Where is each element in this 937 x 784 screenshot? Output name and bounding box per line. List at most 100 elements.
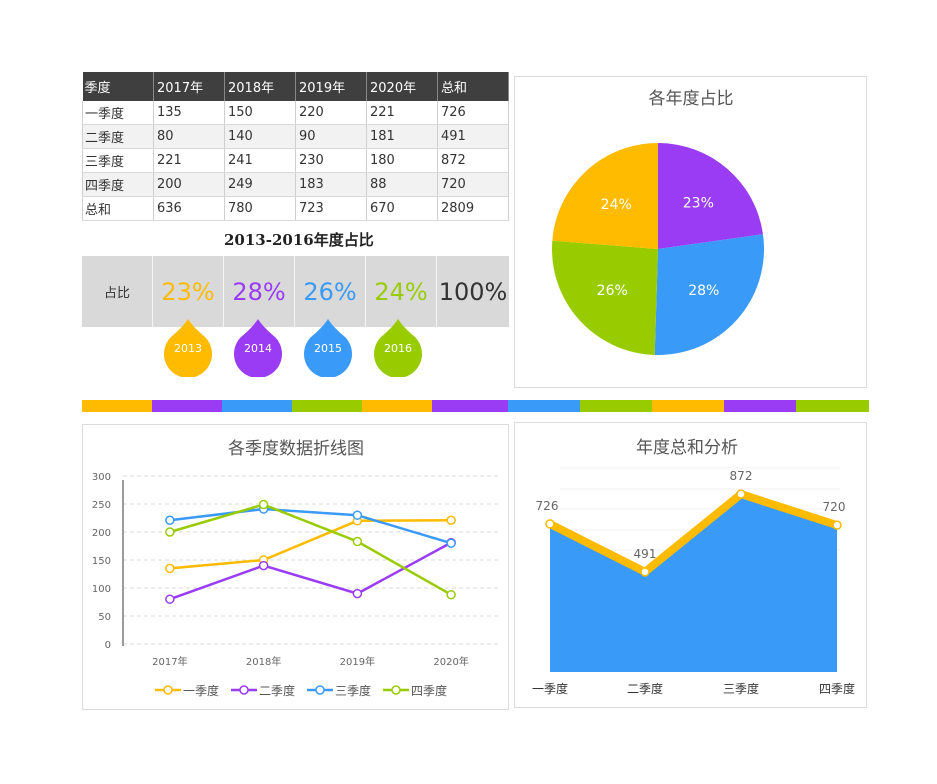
table-row: 二季度 80 140 90 181 491 xyxy=(82,124,509,149)
table-cell: 780 xyxy=(224,196,296,221)
data-point xyxy=(352,536,363,547)
table-cell: 491 xyxy=(437,124,509,149)
table-cell: 872 xyxy=(437,148,509,173)
pie-slice xyxy=(552,240,658,355)
table-cell: 636 xyxy=(153,196,225,221)
area-chart-title: 年度总和分析 xyxy=(636,438,738,458)
data-point xyxy=(832,520,842,530)
data-point xyxy=(736,489,746,499)
x-tick-label: 三季度 xyxy=(723,681,759,696)
drop-shape xyxy=(164,319,212,377)
pie-slice xyxy=(654,234,764,355)
legend-marker xyxy=(239,685,249,695)
legend-marker xyxy=(163,685,173,695)
legend-label: 三季度 xyxy=(335,683,371,698)
drop-shape xyxy=(234,319,282,377)
legend-marker xyxy=(391,685,401,695)
table-cell: 90 xyxy=(295,124,367,149)
data-point xyxy=(352,510,363,520)
pie-chart-title: 各年度占比 xyxy=(649,89,734,109)
pie-slice-label: 23% xyxy=(683,196,714,212)
drop-2016: 2016 xyxy=(374,319,422,377)
series-line xyxy=(169,507,452,545)
table-cell: 723 xyxy=(295,196,367,221)
row-label-cell: 三季度 xyxy=(82,148,154,173)
x-tick-label: 二季度 xyxy=(627,681,663,696)
area-fill xyxy=(550,494,837,672)
y-tick-label: 250 xyxy=(92,500,111,511)
x-tick-label: 一季度 xyxy=(532,681,568,696)
x-tick-label: 2019年 xyxy=(340,655,375,668)
line-chart-title: 各季度数据折线图 xyxy=(228,439,364,459)
color-bar-segment xyxy=(82,400,152,412)
drop-year-label: 2015 xyxy=(314,342,342,355)
data-label: 720 xyxy=(823,500,846,514)
table-cell: 220 xyxy=(295,101,367,125)
share-value-2013: 23% xyxy=(153,256,224,327)
series-line xyxy=(169,518,452,570)
color-bar-segment xyxy=(652,400,724,412)
table-cell: 135 xyxy=(153,101,225,125)
data-point xyxy=(258,499,269,510)
pie-slice-label: 28% xyxy=(688,283,719,299)
data-point xyxy=(165,563,175,574)
data-point xyxy=(165,594,175,604)
x-tick-label: 四季度 xyxy=(819,681,855,696)
table-header-row: 季度 2017年 2018年 2019年 2020年 总和 xyxy=(82,72,509,101)
drop-year-label: 2013 xyxy=(174,342,202,355)
drop-year-label: 2014 xyxy=(244,342,272,355)
color-bar-segment xyxy=(152,400,222,412)
table-cell: 80 xyxy=(153,124,225,149)
table-cell: 221 xyxy=(153,148,225,173)
share-total: 100% xyxy=(437,256,509,327)
area-chart-panel: 年度总和分析 726 一季度 491 二季度 872 三季度 720 四季度 xyxy=(514,422,867,708)
color-bar-segment xyxy=(724,400,796,412)
data-point xyxy=(165,527,175,537)
area-line xyxy=(548,490,839,576)
pie-slice-label: 26% xyxy=(597,283,628,299)
column-header: 季度 xyxy=(82,72,154,101)
column-header: 总和 xyxy=(437,72,509,101)
data-point xyxy=(446,515,456,525)
table-cell: 200 xyxy=(153,172,225,197)
row-label-cell: 四季度 xyxy=(82,172,154,197)
column-header: 2017年 xyxy=(153,72,225,101)
table-cell: 670 xyxy=(366,196,438,221)
data-point xyxy=(640,567,650,577)
y-tick-label: 200 xyxy=(92,528,111,539)
table-cell: 140 xyxy=(224,124,296,149)
data-point xyxy=(258,560,269,571)
drop-2015: 2015 xyxy=(304,319,352,377)
table-body: 一季度 135 150 220 221 726 二季度 80 140 90 181 491 三季度 221… xyxy=(82,101,509,221)
table-cell: 88 xyxy=(366,172,438,197)
area-chart: 年度总和分析 726 一季度 491 二季度 872 三季度 720 四季度 xyxy=(532,438,855,696)
share-value-2014: 28% xyxy=(224,256,295,327)
table-cell: 2809 xyxy=(437,196,509,221)
share-value-2016: 24% xyxy=(366,256,437,327)
share-value-2015: 26% xyxy=(295,256,366,327)
drop-year-label: 2016 xyxy=(384,342,412,355)
column-header: 2020年 xyxy=(366,72,438,101)
table-cell: 726 xyxy=(437,101,509,125)
color-bar-segment xyxy=(362,400,432,412)
color-bar-segment xyxy=(292,400,362,412)
data-label: 872 xyxy=(730,469,753,483)
x-tick-label: 2020年 xyxy=(433,655,468,668)
table-cell: 230 xyxy=(295,148,367,173)
data-label: 491 xyxy=(634,547,657,561)
legend-label: 四季度 xyxy=(411,683,447,698)
table-cell: 180 xyxy=(366,148,438,173)
table-row: 四季度 200 249 183 88 720 xyxy=(82,172,509,197)
color-bar-segment xyxy=(796,400,869,412)
table-row: 一季度 135 150 220 221 726 xyxy=(82,101,509,125)
pie-chart: 各年度占比 23% 28% 26% 24% xyxy=(552,89,764,355)
series-line xyxy=(169,503,452,596)
data-point xyxy=(446,538,456,548)
x-tick-label: 2018年 xyxy=(246,655,281,668)
legend-label: 一季度 xyxy=(183,683,219,698)
row-label-cell: 二季度 xyxy=(82,124,154,149)
share-strip: 占比 23% 28% 26% 24% 100% xyxy=(82,256,509,327)
color-bar-segment xyxy=(432,400,508,412)
column-header: 2019年 xyxy=(295,72,367,101)
drop-2014: 2014 xyxy=(234,319,282,377)
